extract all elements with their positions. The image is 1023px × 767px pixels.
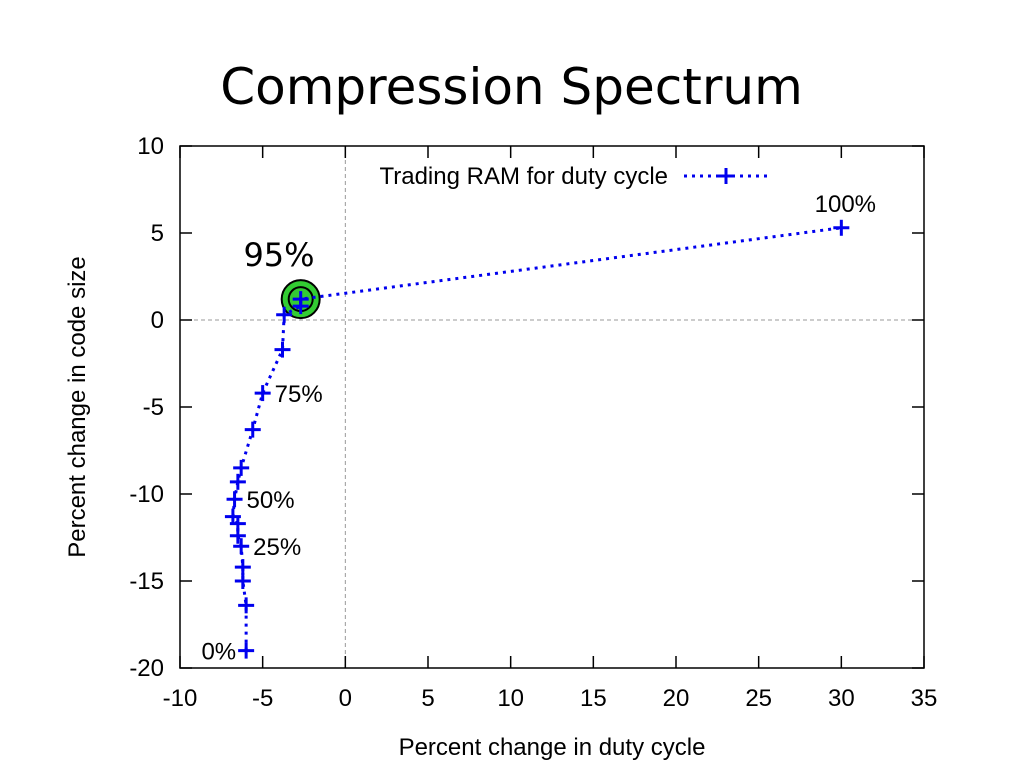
x-tick-label: -10 [163, 685, 198, 712]
y-tick-label: 0 [151, 307, 164, 334]
legend-marker-plus [718, 168, 734, 184]
y-tick-label: -15 [129, 568, 164, 595]
point-annotation: 100% [815, 191, 876, 218]
data-point [244, 421, 261, 438]
y-tick-label: -10 [129, 481, 164, 508]
data-point [238, 597, 255, 614]
x-tick-label: 35 [911, 685, 938, 712]
legend-entry-label: Trading RAM for duty cycle [379, 163, 668, 190]
x-tick-label: 15 [580, 685, 607, 712]
data-point [274, 341, 291, 358]
data-point [229, 473, 246, 490]
x-tick-label: 25 [745, 685, 772, 712]
x-axis: -10 -5 0 5 10 15 20 25 30 35 [163, 146, 938, 712]
annotation-layer: 0% 25% 50% 75% 100% [201, 191, 876, 666]
data-point [233, 459, 250, 476]
x-tick-label: 30 [828, 685, 855, 712]
x-tick-label: -5 [252, 685, 273, 712]
data-point [224, 508, 241, 525]
x-tick-label: 20 [663, 685, 690, 712]
y-tick-label: 10 [137, 133, 164, 160]
plot-frame [179, 145, 925, 669]
data-point [833, 219, 850, 236]
data-point [233, 538, 250, 555]
data-point [238, 642, 255, 659]
data-point [234, 573, 251, 589]
y-tick-label: 5 [151, 220, 164, 247]
y-tick-label: -5 [143, 394, 164, 421]
point-annotation: 50% [247, 487, 295, 514]
point-annotation: 0% [201, 639, 236, 666]
point-annotation: 75% [275, 381, 323, 408]
slide-title: Compression Spectrum [220, 58, 803, 116]
legend: Trading RAM for duty cycle [379, 163, 768, 190]
zero-lines [180, 146, 924, 668]
data-point [234, 559, 251, 576]
y-axis: -20 -15 -10 -5 0 5 10 [129, 133, 924, 682]
x-tick-label: 10 [497, 685, 524, 712]
callout-label: 95% [243, 236, 314, 274]
y-tick-label: -20 [129, 655, 164, 682]
x-tick-label: 5 [421, 685, 434, 712]
data-point [276, 306, 293, 323]
x-axis-label: Percent change in duty cycle [399, 734, 706, 761]
data-point [292, 291, 309, 308]
data-point [226, 491, 243, 508]
legend-marker [718, 168, 734, 184]
series-line [231, 226, 842, 651]
data-point [254, 385, 271, 402]
point-annotation: 25% [253, 534, 301, 561]
y-axis-label: Percent change in code size [64, 256, 91, 558]
series-layer [224, 219, 850, 659]
x-tick-label: 0 [339, 685, 352, 712]
